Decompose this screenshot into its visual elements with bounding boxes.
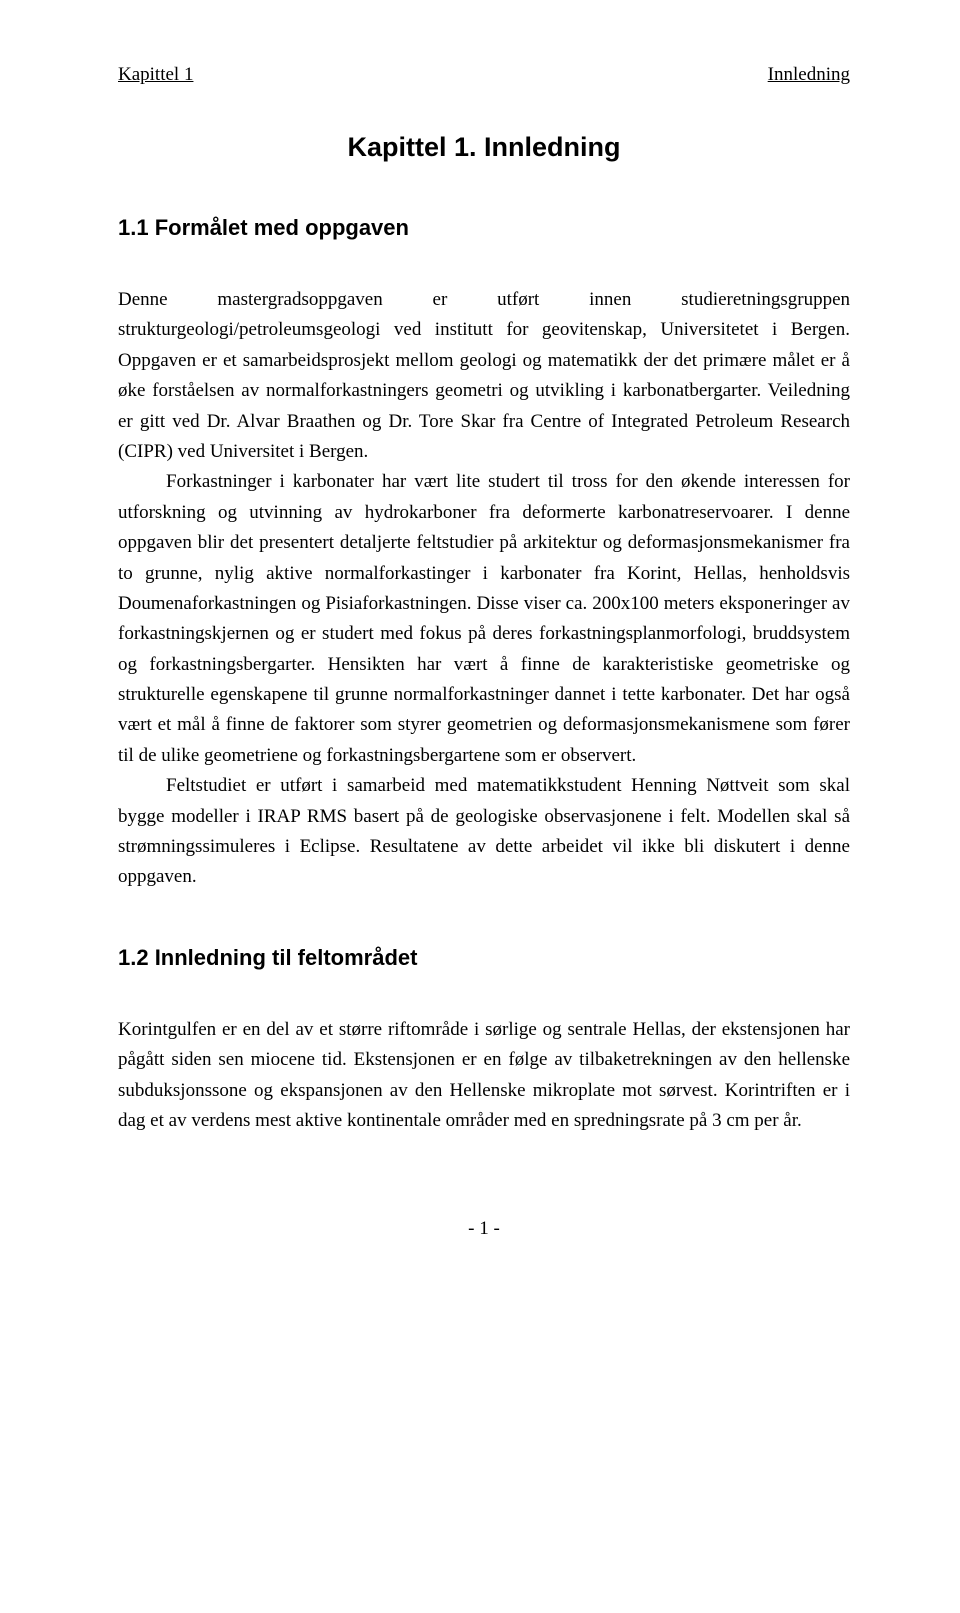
paragraph-4: Korintgulfen er en del av et større rift… — [118, 1015, 850, 1137]
running-head-left: Kapittel 1 — [118, 64, 193, 86]
paragraph-3: Feltstudiet er utført i samarbeid med ma… — [118, 771, 850, 893]
paragraph-1: Denne mastergradsoppgaven er utført inne… — [118, 285, 850, 467]
chapter-title: Kapittel 1. Innledning — [118, 132, 850, 163]
section-heading-1-2: 1.2 Innledning til feltområdet — [118, 945, 850, 971]
running-head-right: Innledning — [768, 64, 850, 86]
section-heading-1-1: 1.1 Formålet med oppgaven — [118, 215, 850, 241]
page-number: - 1 - — [118, 1218, 850, 1240]
running-head: Kapittel 1 Innledning — [118, 64, 850, 86]
document-page: Kapittel 1 Innledning Kapittel 1. Innled… — [0, 0, 960, 1288]
paragraph-2: Forkastninger i karbonater har vært lite… — [118, 467, 850, 771]
